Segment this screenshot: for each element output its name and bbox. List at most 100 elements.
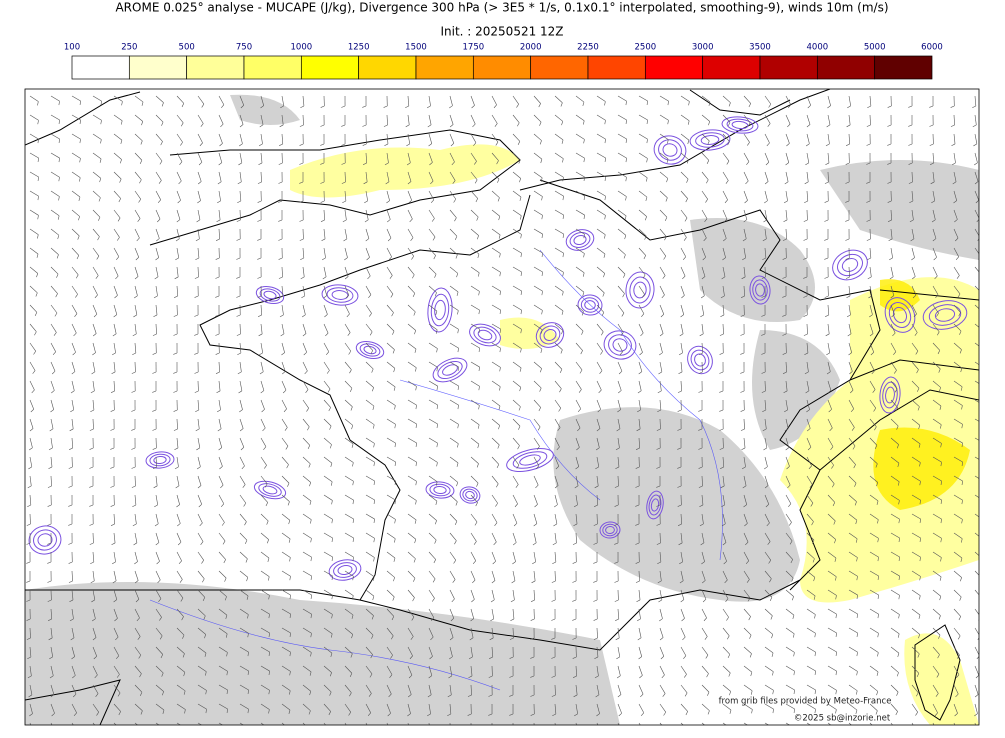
wind-barb	[827, 437, 834, 447]
wind-barb-tick	[856, 595, 858, 600]
wind-barb	[302, 380, 309, 390]
wind-barb	[134, 323, 137, 334]
wind-barb	[302, 342, 307, 353]
wind-barb-tick	[596, 713, 600, 717]
wind-barb-tick	[342, 219, 347, 223]
wind-barb	[71, 171, 81, 178]
wind-barb	[260, 418, 266, 429]
wind-barb-tick	[876, 691, 879, 696]
wind-barb-tick	[490, 599, 495, 603]
wind-barb-tick	[94, 294, 98, 299]
wind-barb-tick	[194, 295, 199, 298]
wind-barb-tick	[159, 617, 162, 621]
contour	[473, 326, 497, 344]
wind-barb-tick	[540, 329, 543, 334]
wind-barb-tick	[583, 158, 585, 163]
wind-barb	[260, 437, 267, 447]
wind-barb	[428, 247, 436, 256]
wind-barb-tick	[868, 295, 873, 299]
wind-barb-tick	[69, 447, 73, 450]
wind-barb-tick	[36, 273, 39, 278]
wind-barb-tick	[520, 329, 522, 334]
wind-barb	[848, 627, 858, 634]
wind-barb-tick	[372, 596, 375, 601]
wind-barb	[302, 361, 308, 372]
contour	[519, 454, 541, 466]
wind-barb-tick	[367, 275, 371, 280]
wind-barb	[806, 475, 813, 485]
wind-barb-tick	[956, 674, 960, 678]
wind-barb-tick	[846, 295, 851, 299]
wind-barb	[449, 665, 453, 676]
wind-barb-tick	[645, 177, 648, 182]
wind-barb	[29, 418, 34, 429]
wind-barb-tick	[364, 200, 368, 204]
wind-barb	[29, 722, 31, 725]
wind-barb-tick	[415, 500, 417, 505]
wind-barb-tick	[197, 485, 202, 489]
wind-barb	[50, 228, 60, 236]
wind-barb	[575, 361, 583, 371]
wind-barb-tick	[90, 561, 94, 564]
wind-barb-tick	[90, 409, 95, 413]
wind-barb-tick	[870, 352, 874, 356]
wind-barb-tick	[457, 424, 459, 429]
wind-barb	[365, 437, 375, 444]
map	[25, 89, 979, 725]
wind-barb-tick	[436, 386, 438, 391]
wind-barb	[323, 323, 329, 334]
wind-barb	[806, 171, 809, 182]
wind-barb-tick	[625, 101, 627, 106]
wind-barb-tick	[723, 218, 728, 223]
wind-barb-tick	[289, 595, 291, 600]
wind-barb	[239, 646, 249, 653]
wind-barb	[218, 228, 220, 239]
wind-barb-tick	[221, 104, 225, 109]
wind-barb-tick	[258, 333, 263, 337]
wind-barb	[554, 456, 560, 467]
wind-barb	[50, 437, 53, 448]
wind-barb-tick	[372, 405, 375, 410]
wind-barb	[743, 589, 751, 599]
wind-barb-tick	[897, 481, 900, 486]
wind-barb	[29, 646, 32, 657]
wind-barb	[638, 627, 642, 638]
wind-barb-tick	[99, 178, 102, 183]
wind-barb-tick	[478, 310, 480, 315]
wind-barb-tick	[247, 689, 249, 695]
wind-barb-tick	[520, 290, 522, 296]
wind-barb	[449, 551, 457, 561]
wind-barb	[302, 532, 312, 539]
wind-barb-tick	[660, 656, 665, 660]
wind-barb-tick	[497, 197, 500, 202]
wind-barb-tick	[855, 709, 858, 714]
wind-barb-tick	[831, 465, 834, 469]
wind-barb	[743, 114, 751, 124]
wind-barb	[491, 589, 495, 600]
wind-barb-tick	[604, 120, 606, 125]
wind-barb	[386, 627, 394, 636]
wind-barb	[323, 703, 331, 712]
wind-barb-tick	[887, 124, 892, 127]
wind-barb	[785, 722, 791, 725]
wind-barb-tick	[656, 523, 661, 526]
wind-barb-tick	[700, 542, 705, 546]
colorbar-label: 4000	[807, 43, 829, 53]
wind-barb-tick	[279, 295, 284, 299]
wind-barb-tick	[723, 238, 727, 242]
wind-barb-tick	[89, 504, 94, 507]
wind-barb-tick	[614, 599, 619, 602]
wind-barb-tick	[131, 371, 136, 374]
wind-barb-tick	[699, 504, 704, 508]
wind-barb	[932, 380, 941, 388]
wind-barb-tick	[761, 276, 766, 279]
wind-barb-tick	[786, 143, 790, 147]
wind-barb	[92, 551, 95, 562]
wind-barb	[911, 475, 921, 482]
wind-barb-tick	[499, 348, 501, 353]
wind-barb-tick	[939, 596, 942, 601]
map-title: AROME 0.025° analyse - MUCAPE (J/kg), Di…	[115, 1, 888, 15]
wind-barb	[218, 190, 221, 201]
wind-barb	[533, 209, 543, 216]
wind-barb-tick	[938, 615, 941, 620]
